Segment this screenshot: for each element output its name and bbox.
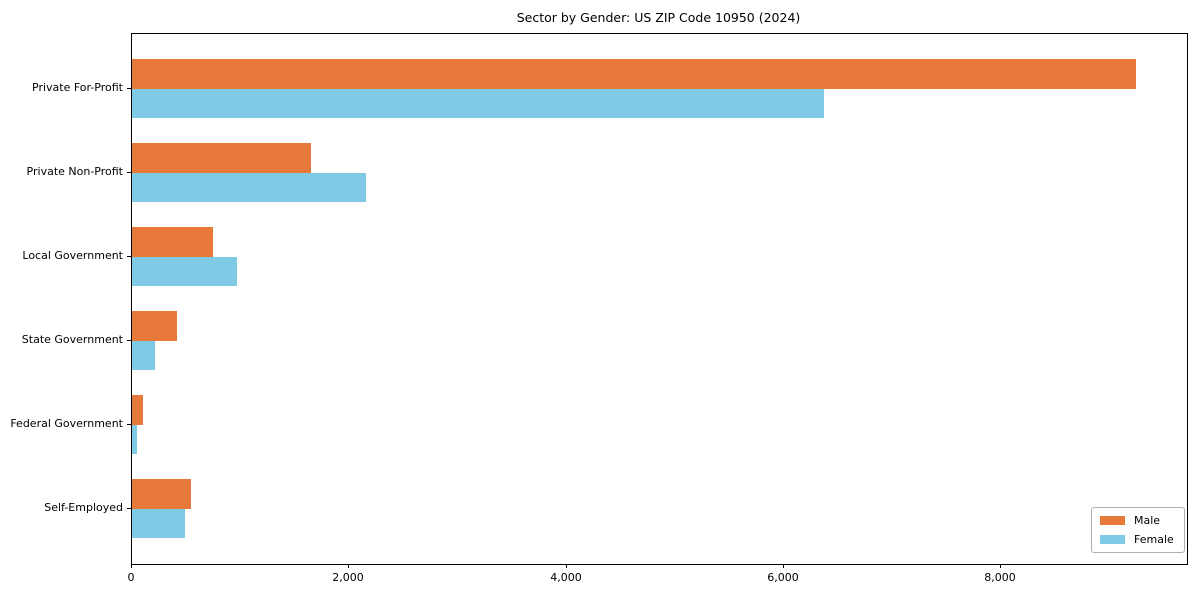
legend-swatch-female bbox=[1100, 535, 1125, 544]
bar-female-private-for-profit bbox=[132, 89, 824, 118]
bar-male-private-for-profit bbox=[132, 59, 1136, 89]
chart-title: Sector by Gender: US ZIP Code 10950 (202… bbox=[516, 10, 801, 25]
bar-female-federal-government bbox=[132, 425, 137, 454]
x-axis-label-6000: 6,000 bbox=[767, 571, 799, 584]
bar-female-local-government bbox=[132, 257, 237, 286]
plot-area bbox=[131, 33, 1188, 565]
x-axis-label-0: 0 bbox=[127, 571, 135, 584]
x-axis-label-8000: 8,000 bbox=[984, 571, 1016, 584]
legend-swatch-male bbox=[1100, 516, 1125, 525]
bar-male-local-government bbox=[132, 227, 213, 257]
legend-item-male: Male bbox=[1100, 514, 1174, 527]
bar-male-self-employed bbox=[132, 479, 191, 509]
x-tick-mark bbox=[348, 564, 349, 568]
bar-female-private-non-profit bbox=[132, 173, 366, 202]
x-tick-mark bbox=[783, 564, 784, 568]
y-axis-label-local-government: Local Government bbox=[22, 249, 123, 262]
x-axis-label-4000: 4,000 bbox=[550, 571, 582, 584]
x-axis-label-2000: 2,000 bbox=[332, 571, 364, 584]
legend-label-male: Male bbox=[1134, 514, 1161, 527]
y-tick-mark bbox=[127, 424, 131, 425]
legend-label-female: Female bbox=[1134, 533, 1174, 546]
y-tick-mark bbox=[127, 172, 131, 173]
bar-male-state-government bbox=[132, 311, 177, 341]
x-tick-mark bbox=[566, 564, 567, 568]
y-axis-label-federal-government: Federal Government bbox=[10, 417, 123, 430]
bar-male-private-non-profit bbox=[132, 143, 311, 173]
y-tick-mark bbox=[127, 256, 131, 257]
legend: Male Female bbox=[1091, 507, 1185, 553]
y-axis-label-private-for-profit: Private For-Profit bbox=[32, 81, 123, 94]
y-tick-mark bbox=[127, 508, 131, 509]
bar-female-self-employed bbox=[132, 509, 185, 538]
y-tick-mark bbox=[127, 88, 131, 89]
bar-female-state-government bbox=[132, 341, 155, 370]
y-axis-label-private-non-profit: Private Non-Profit bbox=[26, 165, 123, 178]
legend-item-female: Female bbox=[1100, 533, 1174, 546]
y-axis-label-self-employed: Self-Employed bbox=[44, 501, 123, 514]
y-tick-mark bbox=[127, 340, 131, 341]
y-axis-label-state-government: State Government bbox=[21, 333, 123, 346]
x-tick-mark bbox=[131, 564, 132, 568]
x-tick-mark bbox=[1000, 564, 1001, 568]
bar-male-federal-government bbox=[132, 395, 143, 425]
